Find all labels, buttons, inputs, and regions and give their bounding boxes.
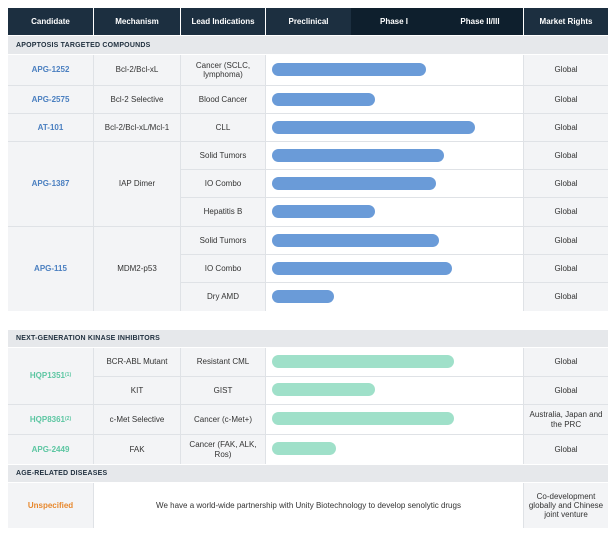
- indication-row-8: IO Combo: [204, 263, 242, 273]
- market-rights: Global: [554, 94, 578, 104]
- header-market-rights: Market Rights: [524, 8, 608, 35]
- header-mechanism: Mechanism: [94, 8, 180, 35]
- header-phase-2-3: Phase II/III: [437, 8, 523, 35]
- market-rights: Global: [554, 122, 578, 132]
- mechanism-apg-1252: Bcl-2/Bcl-xL: [115, 65, 159, 75]
- candidate-apg-1252[interactable]: APG-1252: [31, 65, 70, 75]
- market-rights: Global: [554, 385, 578, 395]
- market-rights: Global: [554, 444, 578, 454]
- age-description-area: [94, 483, 523, 528]
- progress-bar: [272, 63, 426, 76]
- section-kinase: NEXT-GENERATION KINASE INHIBITORS: [8, 330, 608, 347]
- progress-bar: [272, 412, 454, 425]
- indication-row-6: Hepatitis B: [203, 207, 243, 217]
- candidate-hqp8361[interactable]: HQP8361 (2): [29, 414, 72, 424]
- indication-row-5: IO Combo: [204, 178, 242, 188]
- progress-bar: [272, 442, 336, 455]
- indication-row-7: Solid Tumors: [199, 235, 247, 245]
- progress-bar: [272, 205, 375, 218]
- mechanism-at-101: Bcl-2/Bcl-xL/Mcl-1: [104, 122, 170, 132]
- header-candidate: Candidate: [8, 8, 93, 35]
- market-rights: Global: [554, 207, 578, 217]
- market-rights: Global: [554, 178, 578, 188]
- progress-bar: [272, 262, 452, 275]
- age-description: We have a world-wide partnership with Un…: [156, 500, 461, 510]
- mechanism-apg-115: MDM2-p53: [117, 264, 157, 274]
- candidate-unspecified[interactable]: Unspecified: [27, 500, 74, 510]
- section-apoptosis: APOPTOSIS TARGETED COMPOUNDS: [8, 36, 608, 54]
- mechanism-apg-2575: Bcl-2 Selective: [110, 94, 164, 104]
- section-age-related: AGE-RELATED DISEASES: [8, 465, 608, 482]
- progress-bar: [272, 149, 444, 162]
- progress-bar: [272, 93, 375, 106]
- header-phase-1: Phase I: [351, 8, 437, 35]
- indication-row-2: Blood Cancer: [198, 94, 248, 104]
- market-rights: Global: [554, 357, 578, 367]
- mechanism-kit: KIT: [130, 385, 144, 395]
- progress-bar: [272, 121, 475, 134]
- mechanism-bcr-abl: BCR-ABL Mutant: [106, 357, 168, 367]
- indication-row-1: Cancer (SCLC, lymphoma): [195, 60, 251, 79]
- market-rights: Australia, Japan and the PRC: [529, 410, 603, 429]
- market-rights: Global: [554, 65, 578, 75]
- indication-resistant-cml: Resistant CML: [196, 357, 250, 367]
- market-rights: Global: [554, 150, 578, 160]
- candidate-apg-2449[interactable]: APG-2449: [31, 444, 70, 454]
- header-preclinical: Preclinical: [266, 8, 351, 35]
- market-rights: Global: [554, 292, 578, 302]
- progress-bar: [272, 383, 375, 396]
- mechanism-cmet: c-Met Selective: [109, 414, 165, 424]
- candidate-hqp1351[interactable]: HQP1351 (1): [29, 371, 72, 381]
- progress-bar: [272, 177, 436, 190]
- candidate-apg-1387[interactable]: APG-1387: [31, 179, 70, 189]
- indication-gist: GIST: [213, 385, 233, 395]
- candidate-apg-2575[interactable]: APG-2575: [31, 94, 70, 104]
- mechanism-apg-1387: IAP Dimer: [118, 179, 156, 189]
- indication-cancer-cmet: Cancer (c-Met+): [193, 414, 252, 424]
- progress-bar: [272, 234, 439, 247]
- header-lead-indications: Lead Indications: [181, 8, 265, 35]
- market-rights: Global: [554, 235, 578, 245]
- indication-row-9: Dry AMD: [207, 292, 239, 302]
- candidate-at-101[interactable]: AT-101: [37, 122, 64, 132]
- indication-row-3: CLL: [215, 122, 231, 132]
- market-rights: Co-development globally and Chinese join…: [528, 491, 604, 520]
- mechanism-fak: FAK: [129, 444, 145, 454]
- market-rights: Global: [554, 263, 578, 273]
- indication-cancer-fak: Cancer (FAK, ALK, Ros): [189, 440, 257, 459]
- progress-bar: [272, 290, 334, 303]
- progress-bar: [272, 355, 454, 368]
- candidate-apg-115[interactable]: APG-115: [34, 264, 67, 274]
- indication-row-4: Solid Tumors: [199, 150, 247, 160]
